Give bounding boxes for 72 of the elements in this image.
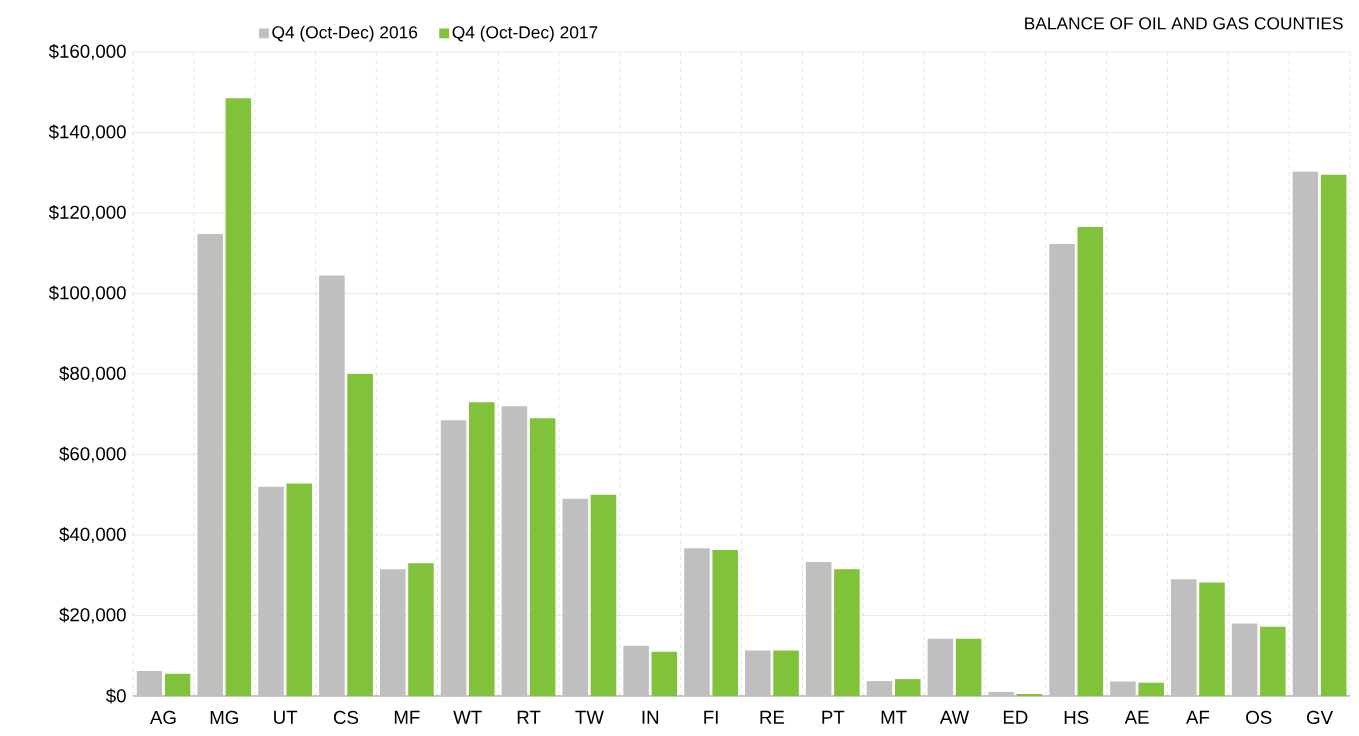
bar [712, 549, 738, 696]
x-tick-label: TW [575, 710, 604, 724]
x-tick-label: AW [939, 710, 970, 724]
bar [1260, 626, 1286, 696]
x-tick-label: IN [642, 710, 659, 724]
bar [164, 673, 191, 696]
y-tick-label: $80,000 [59, 365, 126, 383]
x-tick-label: FI [704, 710, 718, 724]
x-tick-label: GV [1307, 710, 1333, 725]
y-tick-label: $60,000 [59, 446, 126, 463]
bar [1170, 579, 1197, 696]
bar [319, 275, 345, 696]
bar [773, 650, 799, 696]
bar [440, 420, 467, 696]
bar [684, 548, 710, 696]
y-tick-label: $40,000 [59, 526, 126, 544]
bar [866, 681, 893, 696]
bar [501, 406, 528, 696]
bar [1199, 582, 1225, 696]
bar [286, 483, 313, 696]
bar [379, 569, 406, 696]
x-tick-label: OS [1246, 710, 1272, 725]
bar [1049, 243, 1075, 696]
bar [197, 233, 223, 696]
x-tick-label: PT [822, 710, 845, 724]
x-tick-label: UT [274, 710, 298, 724]
bar [1138, 682, 1164, 696]
x-tick-label: MF [394, 710, 420, 724]
legend-label: Q4 (Oct-Dec) 2017 [452, 25, 598, 42]
bar [894, 679, 921, 696]
bar [1077, 227, 1104, 696]
x-tick-label: RT [517, 710, 541, 724]
x-tick-label: MT [881, 710, 907, 724]
bar [927, 638, 954, 696]
bar [408, 563, 434, 696]
bar [136, 671, 163, 696]
x-tick-label: AF [1186, 710, 1210, 724]
bar [590, 494, 617, 696]
y-tick-label: $160,000 [48, 43, 126, 61]
x-tick-label: CS [333, 710, 359, 725]
bar [469, 402, 495, 696]
bar [651, 651, 678, 696]
bar [1231, 623, 1258, 696]
bar [745, 650, 771, 696]
x-tick-label: MG [210, 710, 238, 725]
bar [1016, 693, 1043, 696]
legend-label: Q4 (Oct-Dec) 2016 [272, 25, 418, 42]
x-tick-label: AE [1124, 710, 1149, 724]
bar [623, 645, 649, 696]
bar [225, 98, 252, 696]
x-tick-label: AG [149, 710, 176, 725]
bar [955, 638, 982, 696]
x-tick-label: HS [1064, 710, 1089, 725]
x-tick-label: WT [453, 710, 482, 724]
bar [347, 374, 373, 696]
bar [988, 691, 1014, 696]
y-tick-label: $0 [105, 688, 126, 704]
bar [529, 418, 556, 696]
bar [1292, 171, 1319, 696]
y-tick-label: $100,000 [48, 285, 126, 302]
chart-title: BALANCE OF OIL AND GAS COUNTIES [1025, 17, 1343, 30]
y-tick-label: $120,000 [48, 204, 126, 222]
bar [258, 486, 284, 696]
y-tick-label: $140,000 [48, 124, 126, 141]
y-tick-label: $20,000 [59, 607, 126, 624]
x-tick-label: RE [760, 710, 785, 724]
bar [805, 561, 832, 696]
bar [1110, 681, 1136, 696]
bar [834, 569, 860, 696]
x-tick-label: ED [1003, 710, 1028, 724]
bar [562, 498, 589, 696]
bar [1320, 174, 1347, 696]
